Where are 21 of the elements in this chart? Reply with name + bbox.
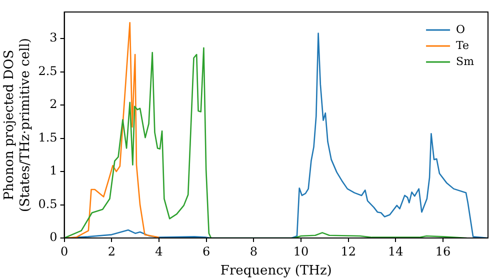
x-axis-title: Frequency (THz) <box>220 264 332 279</box>
y-tick-label: 0 <box>50 230 58 244</box>
legend-label: Sm <box>456 54 475 68</box>
y-tick-label: 1.5 <box>38 130 58 144</box>
y-tick-label: 1 <box>50 164 58 178</box>
x-tick-label: 4 <box>155 244 164 258</box>
x-tick-label: 6 <box>202 244 210 258</box>
x-tick-label: 8 <box>250 244 258 258</box>
y-axis-title: Phonon projected DOS (States/THz·primitive cell) <box>2 38 33 212</box>
y-tick-label: 0.5 <box>38 196 58 211</box>
x-tick-label: 16 <box>435 244 451 258</box>
y-tick-label: 2.5 <box>38 64 58 78</box>
x-tick-label: 0 <box>60 244 68 258</box>
x-tick-label: 14 <box>388 244 404 258</box>
legend-label: Te <box>456 38 470 52</box>
x-tick-label: 10 <box>293 244 309 258</box>
x-tick-label: 12 <box>340 244 356 258</box>
y-tick-label: 2 <box>50 97 58 112</box>
y-tick-label: 3 <box>50 30 58 45</box>
x-tick-label: 2 <box>108 244 116 258</box>
legend-label: O <box>456 22 466 36</box>
